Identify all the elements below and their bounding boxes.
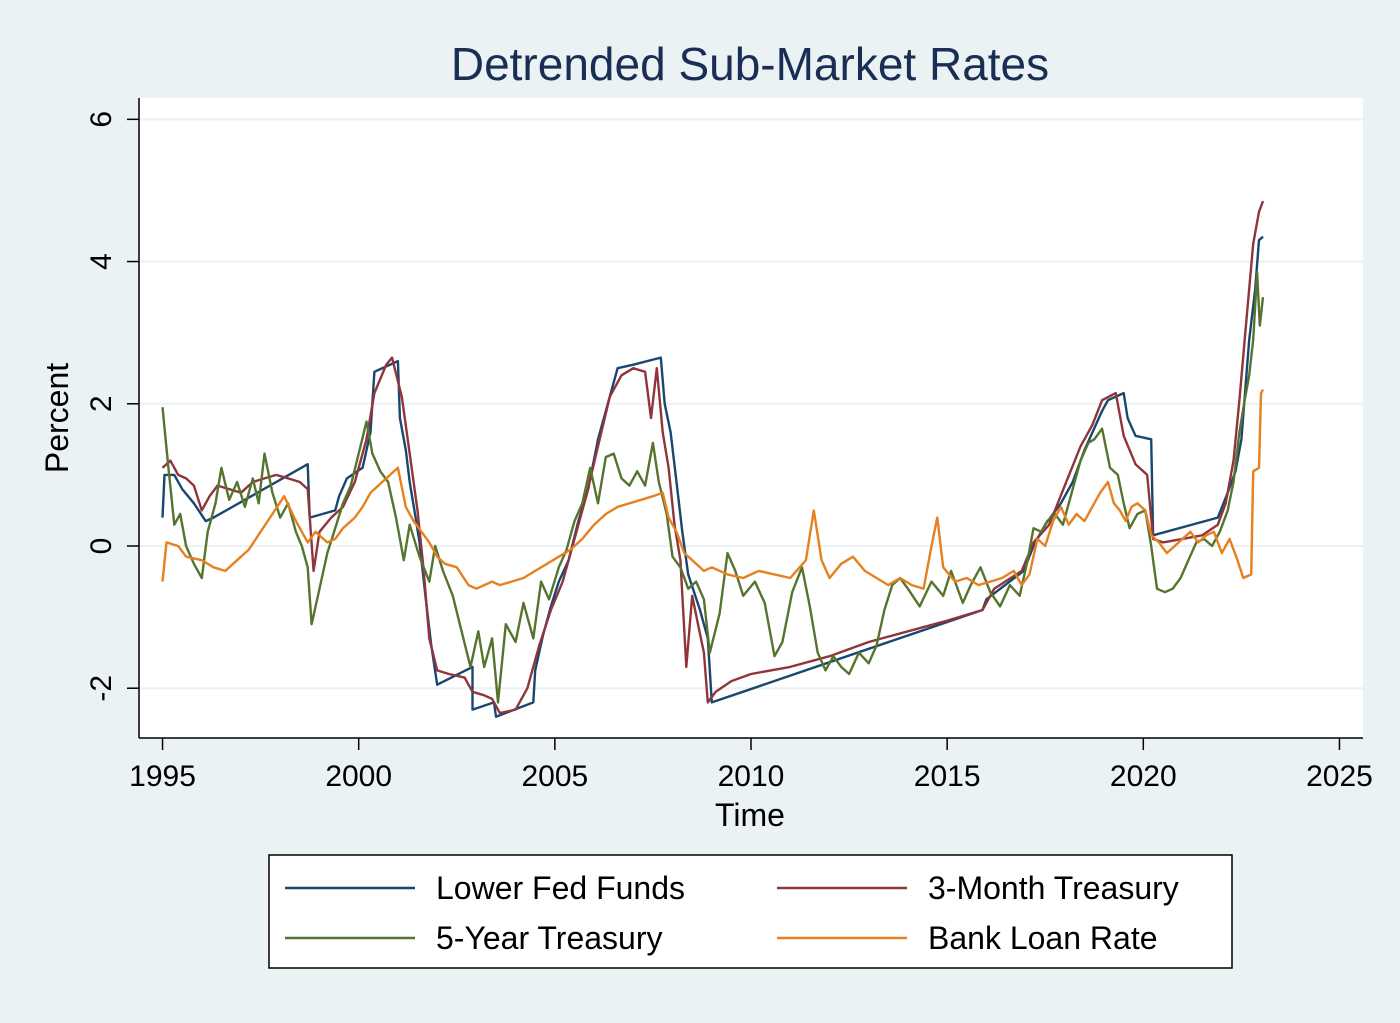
chart-title: Detrended Sub-Market Rates [451,38,1049,90]
legend-label-5-year-treasury: 5-Year Treasury [436,920,662,956]
series-line-3-month-treasury [161,200,1265,715]
legend-box [268,854,1233,969]
x-tick-label: 2025 [1306,760,1373,793]
y-tick-label: 2 [85,395,118,412]
x-tick-label: 2005 [521,760,588,793]
x-tick-label: 1995 [129,760,196,793]
y-tick-label: 0 [85,538,118,555]
x-axis-label: Time [715,797,785,833]
plot-area: -2 0 2 4 6 1995 2000 2005 2010 2015 2020 2025 [85,98,1373,793]
x-tick-label: 2020 [1110,760,1177,793]
x-tick-label: 2015 [914,760,981,793]
y-tick-label: 6 [85,111,118,128]
legend: Lower Fed Funds 3-Month Treasury 5-Year Tr… [268,854,1233,969]
legend-label-3-month-treasury: 3-Month Treasury [928,870,1179,906]
series-line-bank-loan-rate [161,389,1265,590]
y-tick-label: -2 [85,675,118,702]
plot-background [139,98,1363,738]
x-tick-label: 2000 [325,760,392,793]
x-tick-label: 2010 [718,760,785,793]
y-axis-label: Percent [39,363,75,473]
series-line-5-year-treasury [161,271,1265,704]
legend-label-lower-fed-funds: Lower Fed Funds [436,870,685,906]
legend-label-bank-loan-rate: Bank Loan Rate [928,920,1158,956]
series-line-lower-fed-funds [161,235,1264,718]
y-tick-label: 4 [85,253,118,270]
